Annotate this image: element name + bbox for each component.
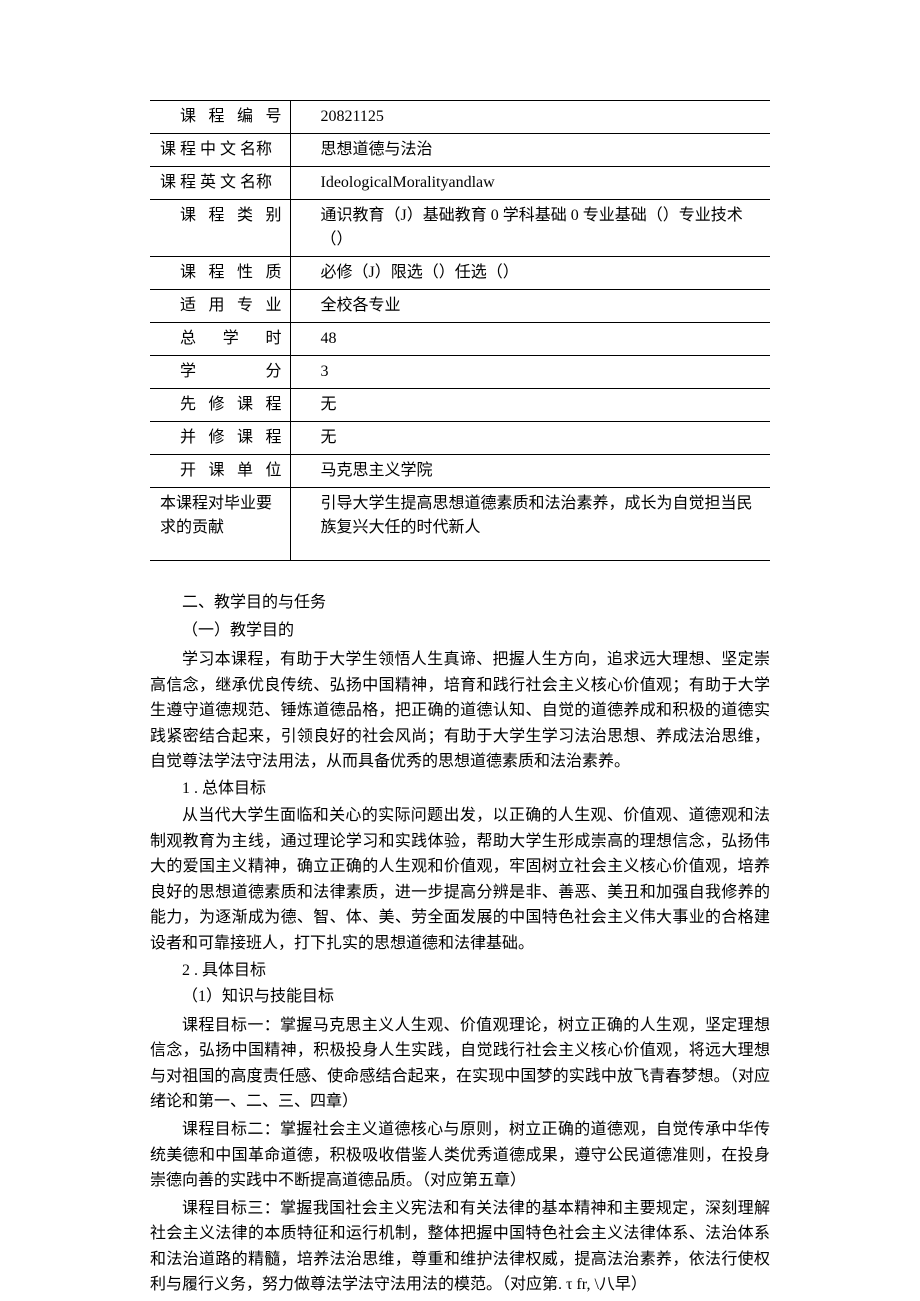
table-row: 课程类别通识教育（J）基础教育 0 学科基础 0 专业基础（）专业技术（） [150, 200, 770, 257]
table-row: 先修课程无 [150, 389, 770, 422]
table-value-cell: 思想道德与法治 [290, 134, 770, 167]
subsection-title-2: （1）知识与技能目标 [150, 985, 770, 1009]
table-label-cell: 适用专业 [150, 290, 290, 323]
table-row: 适用专业全校各专业 [150, 290, 770, 323]
table-value-cell: 引导大学生提高思想道德素质和法治素养，成长为自觉担当民族复兴大任的时代新人 [290, 488, 770, 561]
table-label-cell: 课程类别 [150, 200, 290, 257]
table-label-cell: 总学时 [150, 323, 290, 356]
table-value-cell: 20821125 [290, 101, 770, 134]
section-title-2: 二、教学目的与任务 [150, 591, 770, 615]
table-label-cell: 课 程 中 文 名称 [150, 134, 290, 167]
table-row: 并修课程无 [150, 422, 770, 455]
table-value-cell: 无 [290, 422, 770, 455]
table-row: 课 程 英 文 名称IdeologicalMoralityandlaw [150, 167, 770, 200]
course-info-table: 课程编号20821125课 程 中 文 名称思想道德与法治课 程 英 文 名称I… [150, 100, 770, 561]
subsection-title-1: （一）教学目的 [150, 619, 770, 643]
table-label-cell: 课程性质 [150, 257, 290, 290]
table-value-cell: 全校各专业 [290, 290, 770, 323]
table-label-cell: 学分 [150, 356, 290, 389]
table-label-cell: 先修课程 [150, 389, 290, 422]
table-row: 总学时48 [150, 323, 770, 356]
table-label-cell: 课 程 英 文 名称 [150, 167, 290, 200]
table-row: 课程性质必修（J）限选（）任选（） [150, 257, 770, 290]
table-row: 课 程 中 文 名称思想道德与法治 [150, 134, 770, 167]
paragraph-1: 学习本课程，有助于大学生领悟人生真谛、把握人生方向，追求远大理想、坚定崇高信念，… [150, 647, 770, 775]
table-row: 课程编号20821125 [150, 101, 770, 134]
table-value-cell: IdeologicalMoralityandlaw [290, 167, 770, 200]
table-value-cell: 无 [290, 389, 770, 422]
table-row: 学分3 [150, 356, 770, 389]
table-label-cell: 课程编号 [150, 101, 290, 134]
table-value-cell: 48 [290, 323, 770, 356]
table-value-cell: 马克思主义学院 [290, 455, 770, 488]
paragraph-3: 课程目标一：掌握马克思主义人生观、价值观理论，树立正确的人生观，坚定理想信念，弘… [150, 1013, 770, 1115]
paragraph-5: 课程目标三：掌握我国社会主义宪法和有关法律的基本精神和主要规定，深刻理解社会主义… [150, 1196, 770, 1298]
table-value-cell: 3 [290, 356, 770, 389]
table-label-cell: 本课程对毕业要求的贡献 [150, 488, 290, 561]
table-value-cell: 通识教育（J）基础教育 0 学科基础 0 专业基础（）专业技术（） [290, 200, 770, 257]
table-label-cell: 并修课程 [150, 422, 290, 455]
paragraph-2: 从当代大学生面临和关心的实际问题出发，以正确的人生观、价值观、道德观和法制观教育… [150, 803, 770, 957]
numbered-title-2: 2 . 具体目标 [150, 959, 770, 983]
table-label-cell: 开课单位 [150, 455, 290, 488]
table-value-cell: 必修（J）限选（）任选（） [290, 257, 770, 290]
table-row: 本课程对毕业要求的贡献引导大学生提高思想道德素质和法治素养，成长为自觉担当民族复… [150, 488, 770, 561]
table-row: 开课单位马克思主义学院 [150, 455, 770, 488]
numbered-title-1: 1 . 总体目标 [150, 777, 770, 801]
paragraph-4: 课程目标二：掌握社会主义道德核心与原则，树立正确的道德观，自觉传承中华传统美德和… [150, 1117, 770, 1194]
